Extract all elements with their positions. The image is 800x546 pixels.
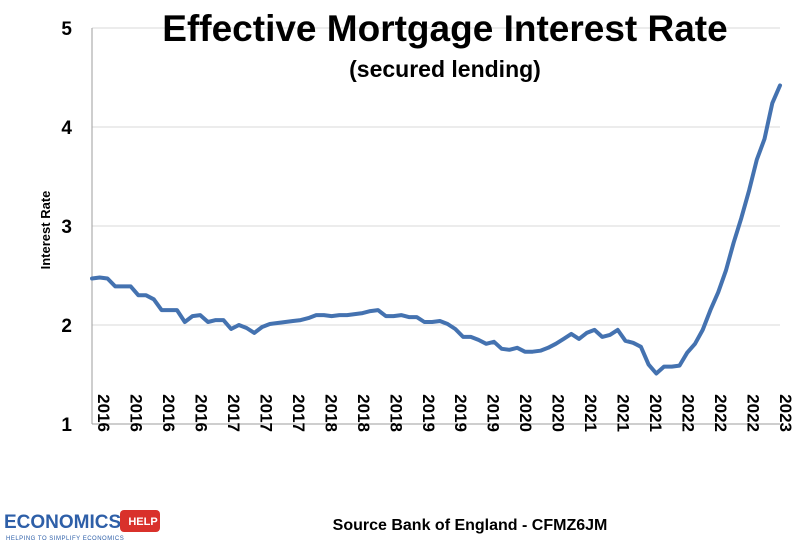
x-tick-label: 2022 (679, 394, 698, 432)
logo-tagline: HELPING TO SIMPLIFY ECONOMICS (6, 536, 124, 542)
x-tick-label: 2017 (256, 394, 275, 432)
logo-name: ECONOMICS (4, 512, 121, 533)
y-axis-label: Interest Rate (38, 191, 53, 270)
y-tick-label: 4 (61, 118, 72, 139)
x-tick-label: 2020 (549, 394, 568, 432)
x-tick-label: 2019 (451, 394, 470, 432)
x-tick-label: 2016 (126, 394, 145, 432)
x-tick-label: 2016 (159, 394, 178, 432)
x-tick-label: 2023 (776, 394, 795, 432)
x-tick-label: 2021 (614, 394, 633, 432)
x-tick-label: 2022 (711, 394, 730, 432)
logo-badge-text: HELP (128, 516, 157, 528)
x-tick-label: 2021 (581, 394, 600, 432)
y-tick-label: 5 (61, 19, 72, 40)
x-tick-label: 2018 (321, 394, 340, 432)
x-tick-label: 2016 (191, 394, 210, 432)
source-note: Source Bank of England - CFMZ6JM (333, 517, 608, 534)
x-tick-label: 2017 (224, 394, 243, 432)
y-tick-label: 1 (61, 415, 72, 436)
chart-subtitle: (secured lending) (349, 56, 541, 82)
chart-title: Effective Mortgage Interest Rate (162, 8, 727, 49)
x-tick-label: 2020 (516, 394, 535, 432)
logo-badge (120, 510, 160, 532)
y-tick-label: 3 (61, 217, 72, 238)
x-tick-label: 2019 (419, 394, 438, 432)
x-tick-labels: 2016 2016 2016 2016 2017 2017 2017 2018 2018 2018… (94, 394, 795, 432)
y-tick-labels: 1 2 3 4 5 (61, 19, 72, 436)
x-tick-label: 2021 (646, 394, 665, 432)
x-tick-label: 2018 (354, 394, 373, 432)
y-tick-label: 2 (61, 316, 72, 337)
gridlines (92, 27, 780, 326)
x-tick-label: 2018 (386, 394, 405, 432)
series-line-mortgage-rate (90, 83, 782, 376)
x-tick-label: 2016 (94, 394, 113, 432)
x-tick-label: 2022 (744, 394, 763, 432)
x-tick-label: 2017 (289, 394, 308, 432)
x-tick-label: 2019 (484, 394, 503, 432)
economics-help-logo: ECONOMICS HELP HELPING TO SIMPLIFY ECONO… (4, 510, 160, 542)
